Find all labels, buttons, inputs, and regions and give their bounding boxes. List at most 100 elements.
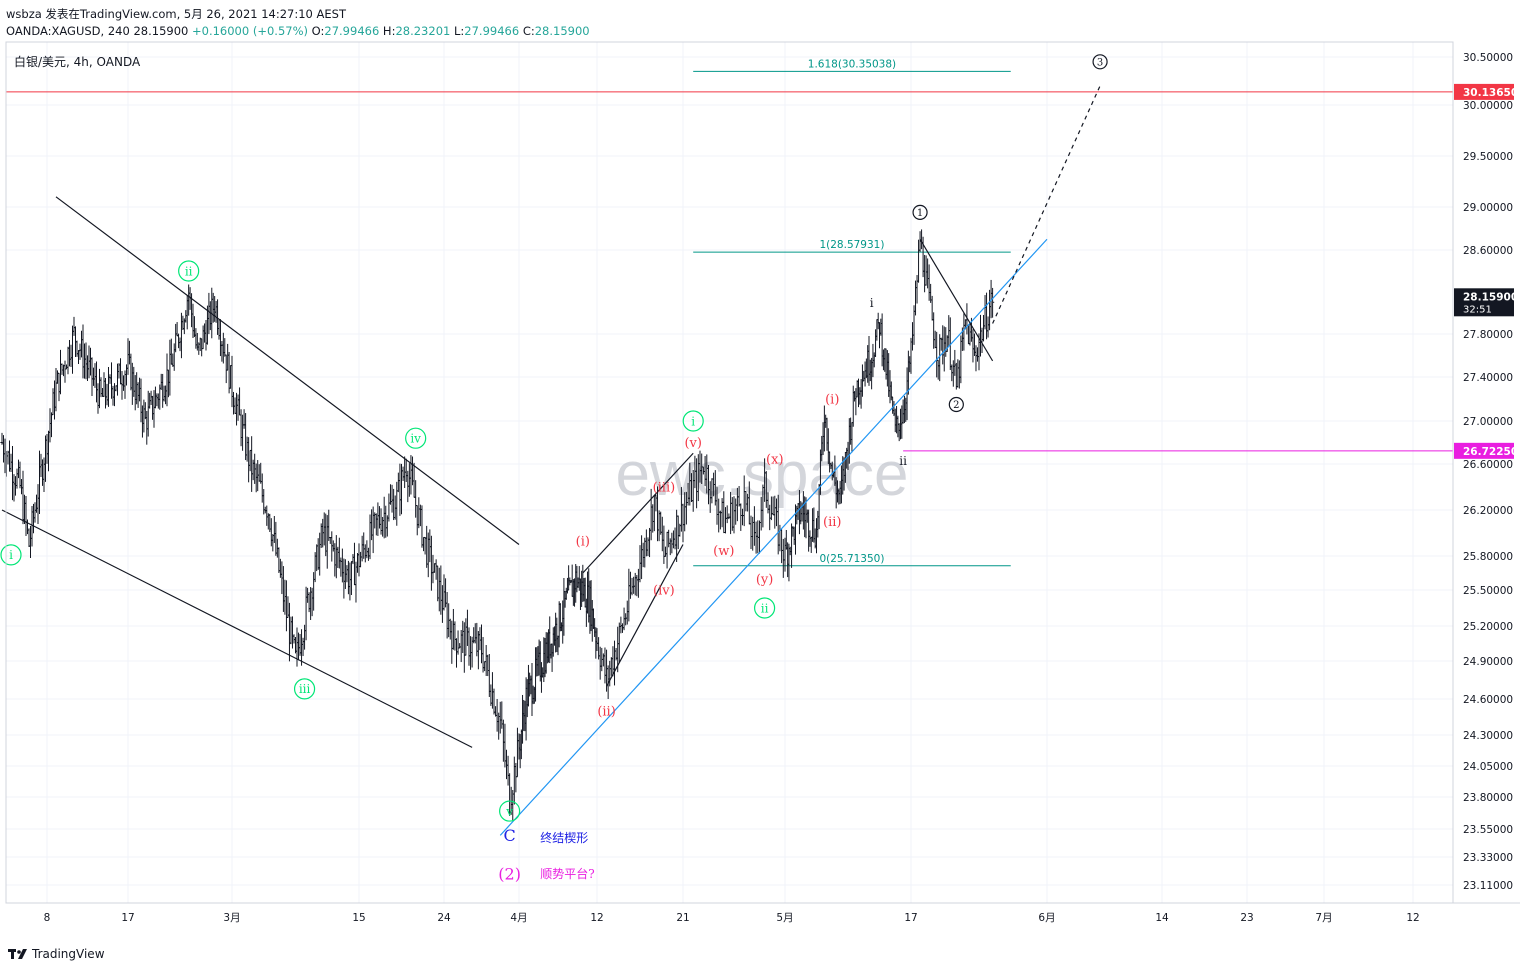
support-trendline-line [499, 238, 1048, 836]
footer-brand[interactable]: TradingView [32, 947, 105, 961]
price-tick-label: 25.80000 [1463, 551, 1513, 563]
wave-label: i [682, 410, 704, 432]
price-label-resistance: 30.13650 [1454, 83, 1518, 100]
time-axis[interactable]: 8 17 3月 15 24 4月 12 21 5月 17 6月 14 23 7月 12 [44, 912, 1420, 924]
wave-label: v [499, 800, 521, 822]
wave-label: (iv) [653, 584, 675, 599]
candle [757, 520, 762, 554]
svg-text:30.13650: 30.13650 [1463, 87, 1518, 99]
price-tick-label: 30.00000 [1463, 100, 1513, 112]
tradingview-logo-icon [8, 949, 27, 959]
time-tick-label: 5月 [776, 912, 793, 924]
price-tick-label: 24.05000 [1463, 761, 1513, 773]
wave-label: 3 [1092, 54, 1108, 70]
low-label: L: [453, 24, 465, 38]
price-label-support: 26.72250 [1454, 442, 1518, 459]
wave-label: i [0, 544, 22, 566]
svg-text:(y): (y) [756, 572, 774, 587]
fib-levels: 1.618(30.35038) 1(28.57931) 0(25.71350) [693, 58, 1011, 567]
time-tick-label: 14 [1155, 912, 1169, 924]
candle [756, 520, 760, 554]
fib-label: 0(25.71350) [819, 553, 884, 565]
svg-text:(ii): (ii) [823, 515, 841, 530]
wave-label: ii [899, 454, 907, 468]
fib-label: 1(28.57931) [819, 239, 884, 251]
wave-label: 2 [948, 396, 964, 413]
time-tick-label: 3月 [223, 912, 240, 924]
svg-text:(v): (v) [684, 436, 702, 451]
chart-title: 白银/美元, 4h, OANDA [14, 54, 141, 69]
svg-text:ii: ii [761, 601, 769, 615]
wedge-lower-line [606, 544, 684, 687]
time-tick-label: 23 [1240, 912, 1253, 924]
wave-label: ii [753, 597, 776, 619]
svg-text:i: i [691, 414, 695, 428]
svg-text:28.15900: 28.15900 [1463, 291, 1518, 303]
svg-text:(i): (i) [576, 535, 590, 550]
wave-label: iii [293, 678, 316, 700]
svg-text:(x): (x) [766, 452, 783, 467]
wave-label: (w) [713, 544, 734, 559]
time-tick-label: 12 [590, 912, 603, 924]
svg-text:i: i [9, 548, 13, 562]
change-value: +0.16000 (+0.57%) [192, 24, 308, 38]
fib-label: 1.618(30.35038) [808, 58, 896, 70]
time-tick-label: 4月 [510, 912, 527, 924]
time-tick-label: 15 [352, 912, 365, 924]
time-tick-label: 8 [44, 912, 51, 924]
svg-text:顺势平台?: 顺势平台? [540, 866, 594, 881]
wedge-upper-line [582, 452, 694, 574]
svg-text:(iv): (iv) [653, 584, 675, 599]
time-tick-label: 17 [121, 912, 134, 924]
high-label: H: [382, 24, 396, 38]
time-tick-label: 12 [1406, 912, 1419, 924]
triangle-upper-line [919, 238, 994, 362]
svg-text:32:51: 32:51 [1463, 304, 1492, 315]
price-tick-label: 27.40000 [1463, 372, 1513, 384]
price-tick-label: 27.00000 [1463, 416, 1513, 428]
price-axis[interactable]: 30.50000 30.00000 29.50000 29.00000 28.60000… [1463, 52, 1513, 892]
price-tick-label: 25.20000 [1463, 621, 1513, 633]
time-tick-label: 7月 [1315, 912, 1332, 924]
svg-text:26.72250: 26.72250 [1463, 446, 1518, 458]
watermark: ewc.space [616, 440, 909, 509]
svg-text:(w): (w) [713, 544, 734, 559]
svg-text:3: 3 [1097, 57, 1103, 68]
candle [752, 506, 756, 546]
wave-label: 终结楔形 [540, 830, 588, 845]
wave-label: 1 [912, 204, 928, 220]
price-tick-label: 23.11000 [1463, 880, 1513, 892]
candle [740, 508, 745, 526]
wave-label: (2) [498, 864, 521, 883]
last-price: 28.15900 [133, 24, 189, 38]
svg-text:ii: ii [899, 454, 907, 468]
price-tick-label: 24.90000 [1463, 656, 1513, 668]
channel-upper-line [55, 196, 520, 545]
close-label: C: [522, 24, 535, 38]
high-value: 28.23201 [395, 24, 451, 38]
candle [718, 510, 722, 530]
candle [781, 538, 785, 578]
candle [751, 516, 755, 551]
price-tick-label: 24.30000 [1463, 730, 1513, 742]
svg-text:ii: ii [185, 264, 193, 278]
price-tick-label: 26.60000 [1463, 459, 1513, 471]
price-tick-label: 23.33000 [1463, 852, 1513, 864]
trendlines [1, 85, 1101, 836]
wave-label: 顺势平台? [540, 866, 594, 881]
grid [6, 42, 1453, 903]
price-tick-label: 23.55000 [1463, 824, 1513, 836]
candle [723, 507, 728, 534]
svg-text:终结楔形: 终结楔形 [540, 830, 588, 845]
price-tick-label: 23.80000 [1463, 792, 1513, 804]
candle [754, 521, 758, 554]
wave-label: (i) [576, 535, 590, 550]
time-tick-label: 6月 [1038, 912, 1055, 924]
projection-line [992, 85, 1101, 324]
wave-label: (ii) [597, 705, 615, 720]
low-value: 27.99466 [464, 24, 520, 38]
svg-text:2: 2 [953, 400, 959, 411]
